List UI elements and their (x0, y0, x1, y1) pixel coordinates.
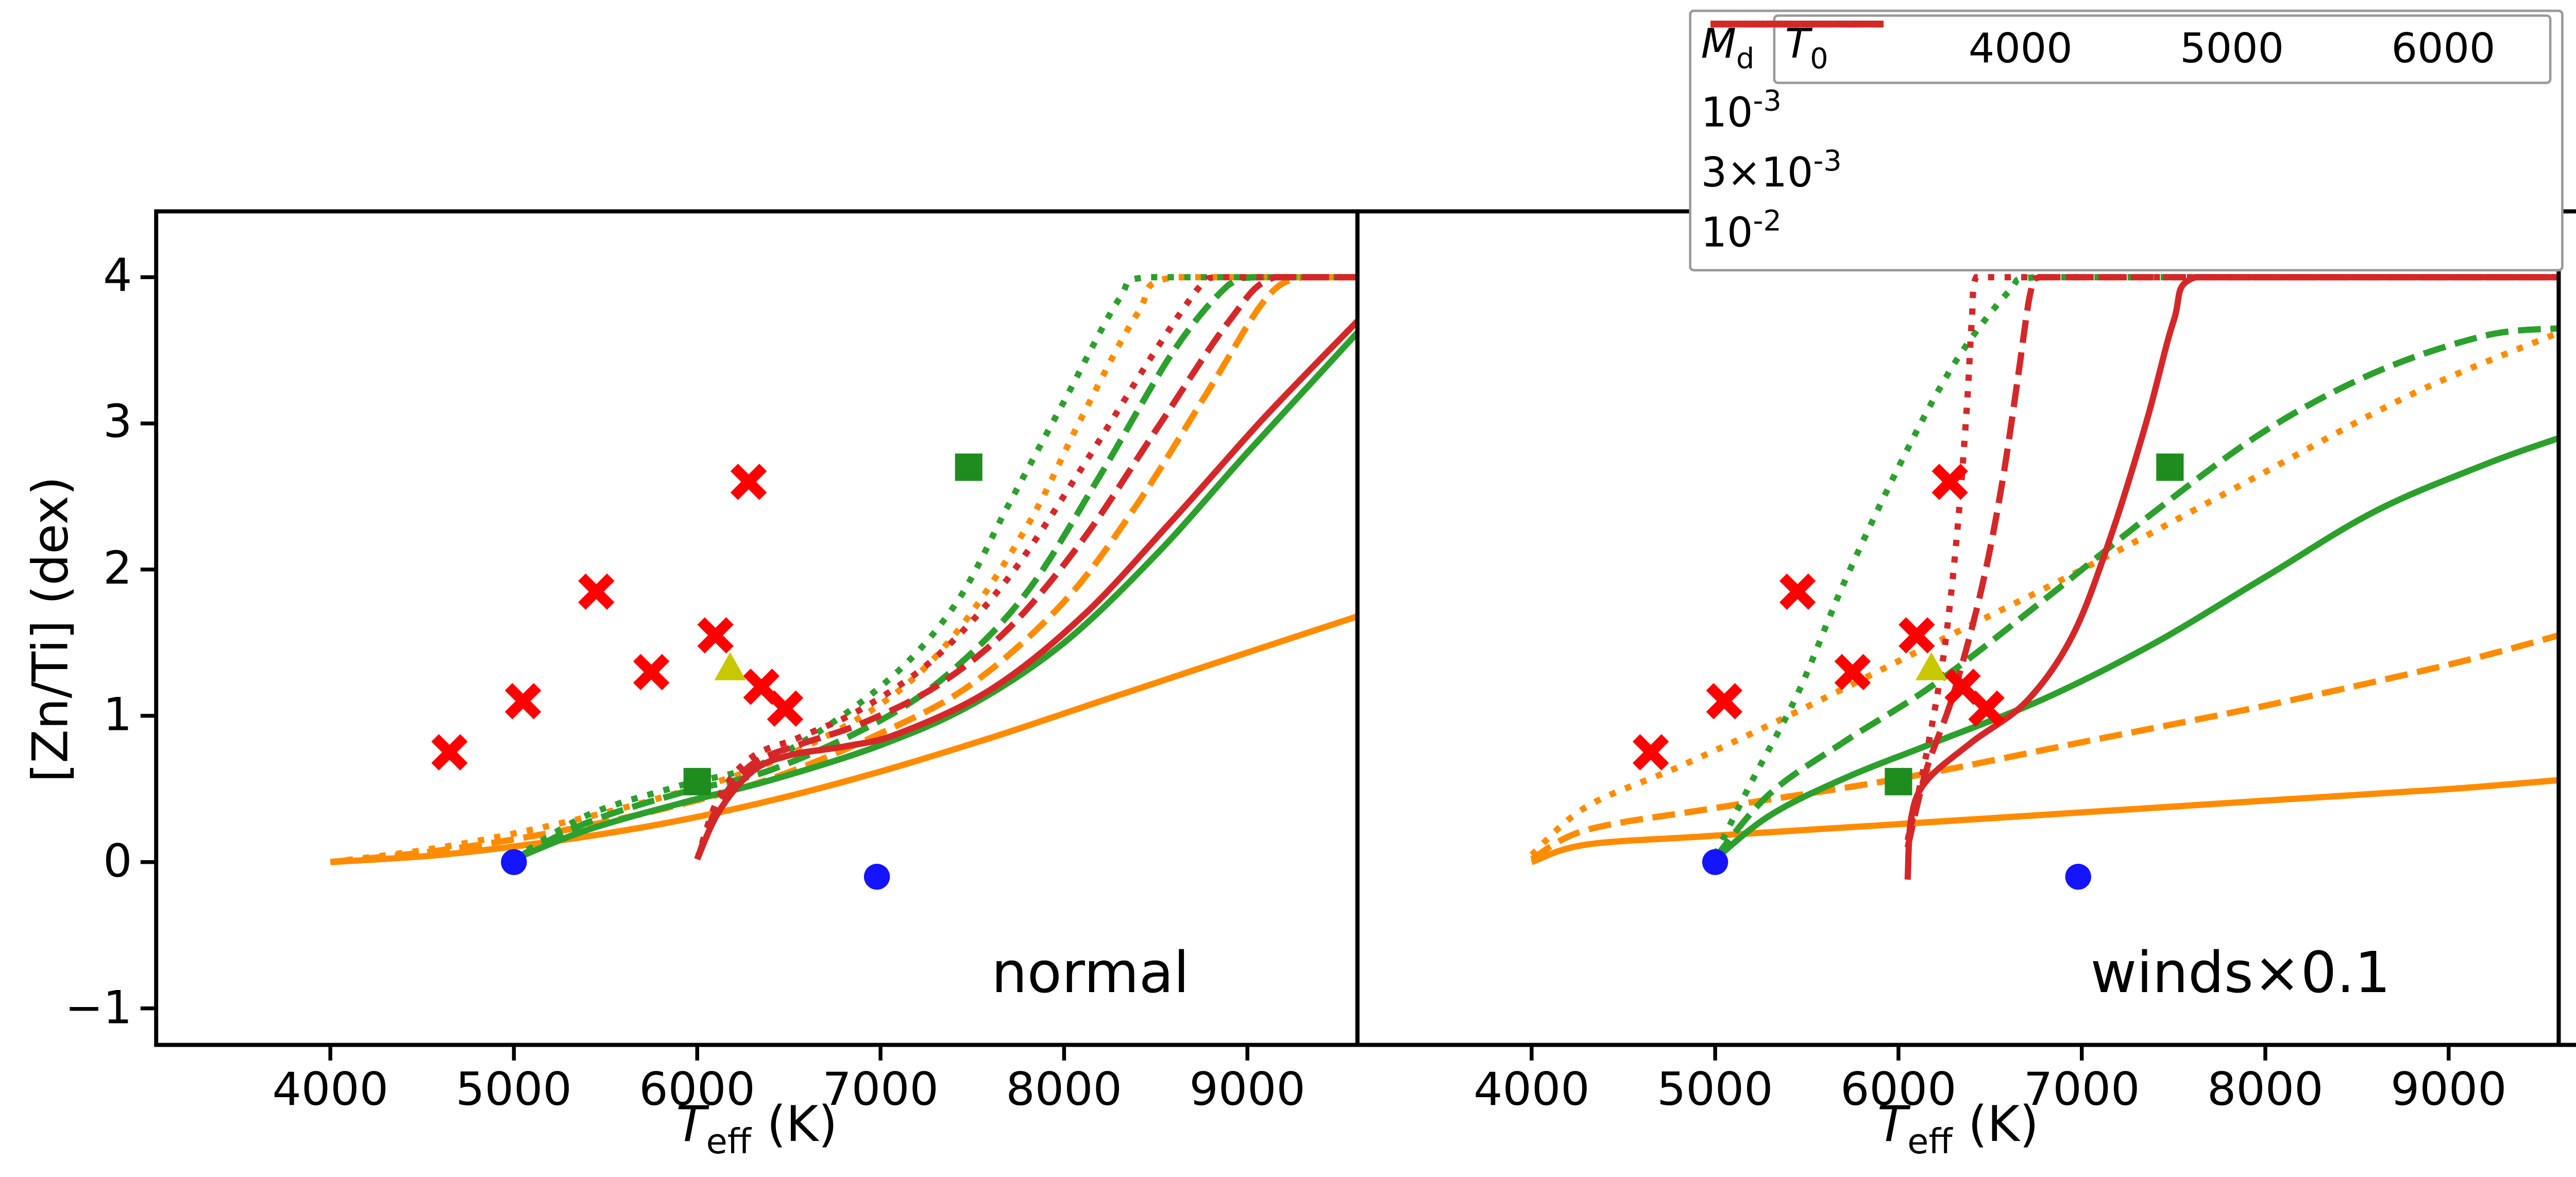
curve-t4000-dashed (1530, 632, 2559, 862)
panel-border-3 (2556, 209, 2576, 1047)
x-tick-label: 9000 (2390, 1064, 2507, 1117)
legend-row: 10-3 (1701, 21, 2552, 142)
axis-ticks (140, 275, 2451, 1061)
marker-red_x (730, 464, 767, 500)
marker-blue_dot (501, 849, 527, 875)
x-tick-label: 8000 (1006, 1064, 1122, 1117)
x-axis-label-panel-2: Teff (K) (1877, 1095, 2039, 1163)
marker-red_x (767, 690, 804, 727)
curve-t5000-dotted (1712, 274, 2559, 857)
curve-t6000-solid (694, 319, 1358, 861)
legend-row-label: 3×10-3 (1701, 144, 1842, 199)
marker-blue_dot (863, 863, 890, 890)
marker-red_x (1968, 690, 2005, 727)
legend: Md T0 4000 5000 6000 10-3 3×10-3 10-2 (1689, 9, 2564, 271)
marker-red_x (1931, 464, 1968, 500)
legend-row: 3×10-3 (1701, 21, 2552, 202)
legend-row-label: 10-3 (1701, 84, 1782, 139)
marker-green_sq (1885, 767, 1912, 796)
curve-t4000-dotted (330, 274, 1358, 865)
curve-t4000-dotted (1529, 330, 2559, 858)
marker-green_sq (955, 453, 982, 481)
curve-t4000-dashed (330, 274, 1358, 865)
marker-red_x (504, 683, 541, 720)
marker-yellow_tri (714, 652, 746, 680)
x-tick-label: 8000 (2207, 1064, 2324, 1117)
legend-row: 10-2 (1701, 21, 2552, 262)
marker-red_x (1779, 573, 1816, 610)
marker-red_x (1706, 683, 1743, 720)
y-tick-label: −1 (64, 982, 132, 1035)
marker-red_x (578, 573, 615, 610)
marker-yellow_tri (1916, 652, 1947, 680)
marker-red_x (431, 734, 468, 771)
marker-red_x (1632, 734, 1669, 771)
curve-t4000-solid (330, 613, 1358, 865)
panel-label-winds-x0-1: winds×0.1 (2090, 939, 2391, 1007)
curve-t5000-dashed (512, 274, 1358, 862)
panel-label-normal: normal (991, 939, 1190, 1007)
curve-t4000-solid (1530, 777, 2559, 865)
legend-col-value: 5000 (2180, 25, 2284, 74)
marker-red_x (697, 617, 734, 654)
y-tick-label: 4 (103, 250, 132, 304)
curve-t5000-solid (1713, 435, 2559, 862)
x-tick-label: 6000 (639, 1064, 755, 1117)
panel-label-winds-x0-01: winds×0.01 (2558, 939, 2576, 1007)
legend-col-value: 4000 (1968, 25, 2073, 74)
legend-line-sample-t6000-dotted (1710, 21, 1884, 28)
x-tick-label: 4000 (1473, 1064, 1590, 1117)
curve-t6000-dashed (1904, 274, 2559, 848)
curve-t6000-dashed (694, 274, 1358, 861)
y-axis-label: [Zn/Ti] (dex) (21, 476, 79, 782)
y-tick-label: 0 (103, 835, 132, 889)
marker-green_sq (2156, 453, 2184, 481)
legend-col-header-box: T0 4000 5000 6000 (1773, 14, 2552, 84)
legend-row-header: Md (1701, 22, 1755, 76)
x-tick-label: 7000 (2024, 1064, 2140, 1117)
panel-border-1 (154, 209, 1360, 1047)
x-tick-label: 9000 (1189, 1064, 1306, 1117)
marker-blue_dot (2065, 863, 2091, 890)
curve-t5000-dotted (512, 274, 1358, 862)
legend-col-header: T0 (1785, 22, 1828, 76)
marker-blue_dot (1702, 849, 1728, 875)
x-tick-label: 7000 (822, 1064, 939, 1117)
scatter-panel-2 (1632, 453, 2184, 890)
curves-panel-2 (1529, 274, 2559, 880)
x-tick-label: 5000 (455, 1064, 572, 1117)
curves-panel-1 (330, 274, 1358, 865)
y-tick-label: 2 (103, 543, 132, 596)
curve-t5000-solid (513, 330, 1358, 862)
marker-red_x (633, 654, 670, 691)
marker-green_sq (683, 767, 711, 796)
x-tick-label: 5000 (1657, 1064, 1773, 1117)
y-tick-label: 3 (103, 397, 132, 450)
curve-t6000-dotted (694, 274, 1358, 861)
legend-col-value: 6000 (2391, 25, 2496, 74)
marker-red_x (1834, 654, 1871, 691)
x-tick-label: 6000 (1840, 1064, 1957, 1117)
x-axis-label-panel-1: Teff (K) (676, 1095, 838, 1163)
marker-red_x (1899, 617, 1935, 654)
y-tick-label: 1 (103, 689, 132, 743)
scatter-panel-1 (431, 453, 982, 890)
x-tick-label: 4000 (272, 1064, 388, 1117)
legend-row-label: 10-2 (1701, 204, 1782, 259)
